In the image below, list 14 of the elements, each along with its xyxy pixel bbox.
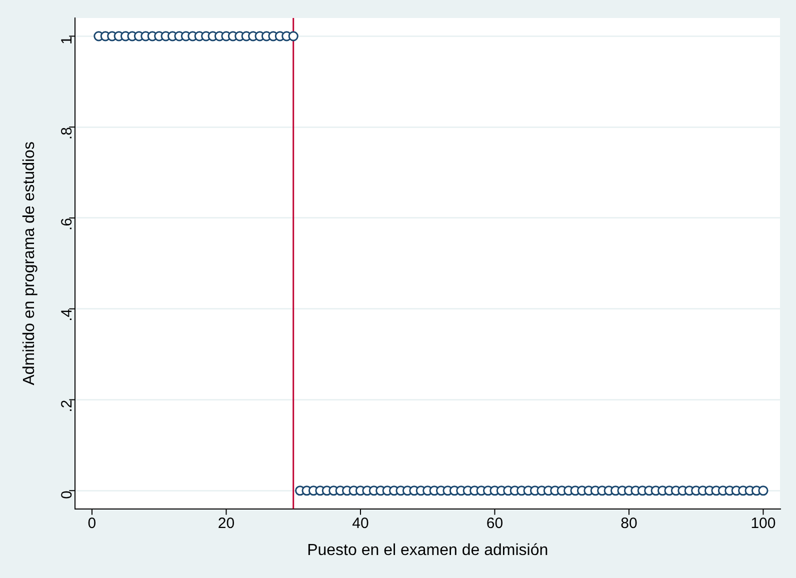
y-tick-label: .4	[58, 308, 76, 322]
y-tick-label: .6	[58, 218, 76, 230]
x-tick-label: 40	[352, 514, 369, 532]
x-tick-label: 0	[88, 514, 96, 532]
x-tick-label: 60	[486, 514, 504, 532]
y-tick-label: .2	[58, 400, 76, 412]
y-tick-label: 1	[58, 36, 76, 45]
y-tick-label: .8	[58, 127, 76, 140]
x-tick-label: 100	[750, 514, 776, 532]
y-axis-title: Admitido en programa de estudios	[21, 142, 38, 386]
y-tick-label: 0	[58, 490, 76, 499]
x-axis-title: Puesto en el examen de admisión	[307, 542, 548, 559]
x-tick-label: 80	[620, 514, 638, 532]
x-tick-label: 20	[218, 514, 235, 532]
